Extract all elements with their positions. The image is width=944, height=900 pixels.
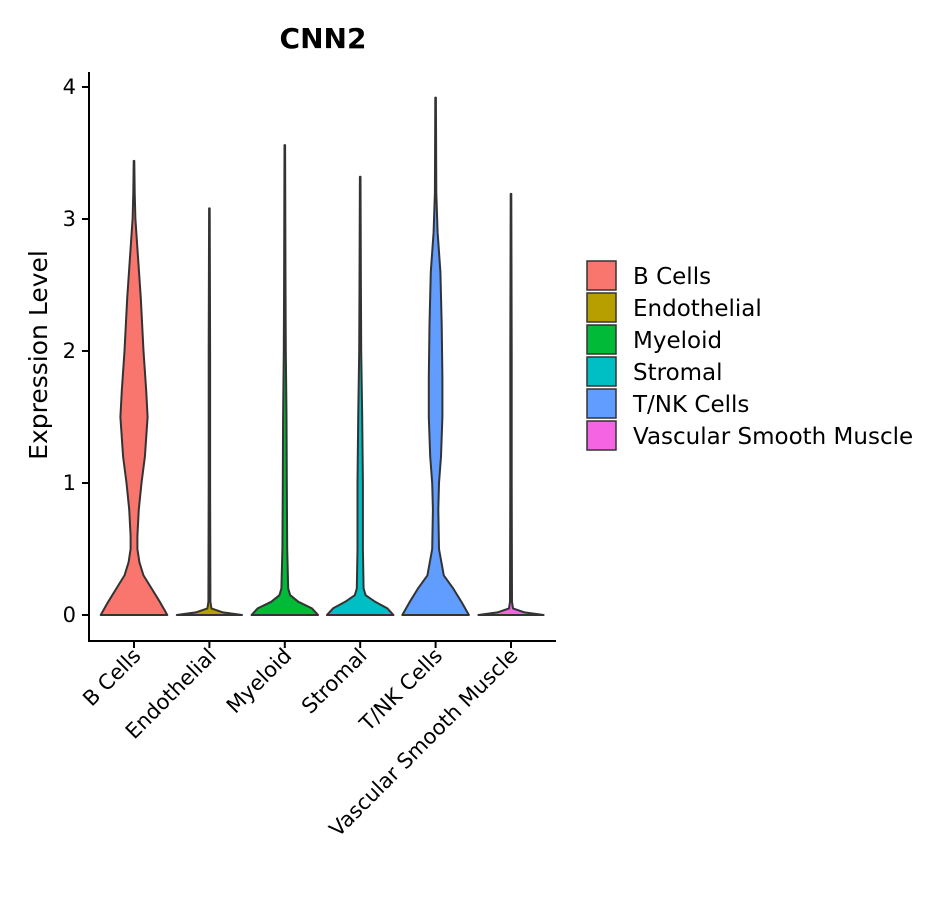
legend-key	[586, 260, 617, 291]
legend-key	[586, 420, 617, 451]
violin-endothelial	[175, 207, 243, 616]
legend-key	[586, 356, 617, 387]
y-axis-title: Expression Level	[24, 250, 53, 460]
legend-label: Stromal	[633, 360, 723, 386]
x-tick-label: B Cells	[78, 644, 145, 711]
x-tick-label: Myeloid	[222, 644, 296, 718]
legend-label: B Cells	[633, 264, 711, 290]
violin-b-cells	[99, 159, 169, 616]
y-tick-label: 1	[63, 471, 76, 495]
legend-label: T/NK Cells	[632, 392, 749, 418]
violin-myeloid	[250, 144, 320, 616]
chart-title: CNN2	[280, 22, 367, 55]
legend-key	[586, 388, 617, 419]
x-tick-label: Stromal	[297, 644, 372, 719]
legend: B Cells Endothelial Myeloid Stromal T/NK Cel…	[586, 260, 913, 451]
y-tick-label: 3	[63, 207, 76, 231]
violin-vascular-smooth-muscle	[477, 192, 545, 616]
legend-label: Vascular Smooth Muscle	[633, 424, 913, 450]
violins	[99, 96, 545, 616]
legend-label: Myeloid	[633, 328, 722, 354]
legend-label: Endothelial	[633, 296, 762, 322]
violin-t-nk-cells	[401, 96, 470, 616]
violin-stromal	[325, 175, 395, 616]
y-tick-label: 0	[63, 603, 76, 627]
y-tick-label: 2	[63, 339, 76, 363]
legend-key	[586, 324, 617, 355]
legend-key	[586, 292, 617, 323]
y-tick-label: 4	[63, 75, 76, 99]
